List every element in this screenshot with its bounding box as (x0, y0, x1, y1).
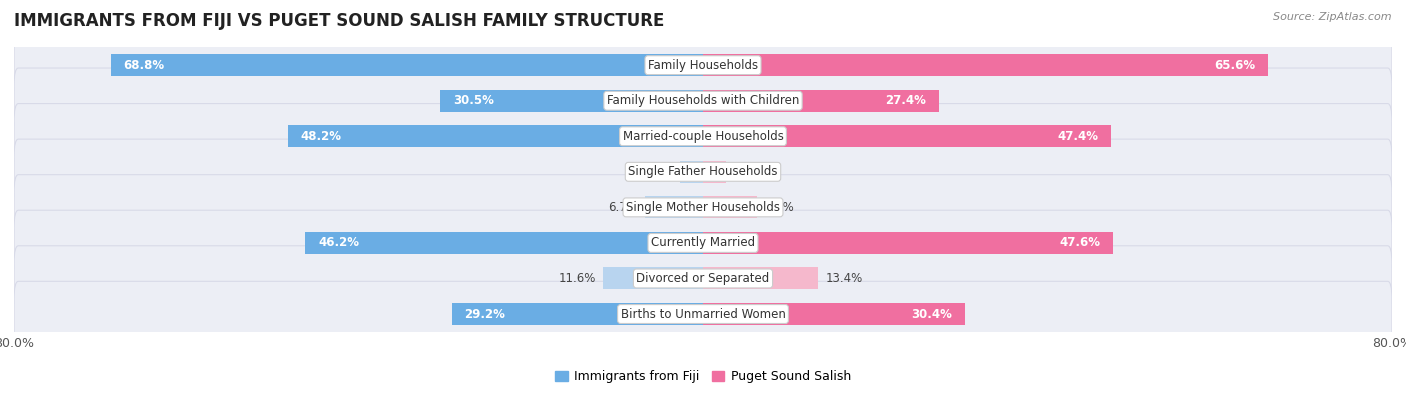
Bar (703, 161, 727, 183)
Text: 27.4%: 27.4% (886, 94, 927, 107)
Text: 47.4%: 47.4% (1057, 130, 1098, 143)
Bar (703, 303, 965, 325)
Bar (603, 267, 703, 290)
Text: Births to Unmarried Women: Births to Unmarried Women (620, 308, 786, 320)
Text: 6.3%: 6.3% (763, 201, 794, 214)
FancyBboxPatch shape (14, 210, 1392, 276)
Text: IMMIGRANTS FROM FIJI VS PUGET SOUND SALISH FAMILY STRUCTURE: IMMIGRANTS FROM FIJI VS PUGET SOUND SALI… (14, 12, 665, 30)
FancyBboxPatch shape (14, 139, 1392, 205)
Bar (679, 161, 703, 183)
Text: 2.7%: 2.7% (733, 166, 763, 178)
Bar (440, 90, 703, 112)
Text: 48.2%: 48.2% (301, 130, 342, 143)
Bar (703, 267, 818, 290)
Text: 2.7%: 2.7% (643, 166, 673, 178)
Bar (703, 196, 758, 218)
Text: Divorced or Separated: Divorced or Separated (637, 272, 769, 285)
Text: 47.6%: 47.6% (1059, 237, 1099, 249)
Text: 30.4%: 30.4% (911, 308, 952, 320)
Text: 65.6%: 65.6% (1213, 59, 1256, 71)
Text: 46.2%: 46.2% (318, 237, 359, 249)
Text: Family Households with Children: Family Households with Children (607, 94, 799, 107)
Text: Currently Married: Currently Married (651, 237, 755, 249)
FancyBboxPatch shape (14, 175, 1392, 240)
Bar (451, 303, 703, 325)
Bar (703, 90, 939, 112)
Bar (305, 232, 703, 254)
Text: Family Households: Family Households (648, 59, 758, 71)
Text: 68.8%: 68.8% (124, 59, 165, 71)
FancyBboxPatch shape (14, 32, 1392, 98)
FancyBboxPatch shape (14, 246, 1392, 311)
Text: Single Father Households: Single Father Households (628, 166, 778, 178)
Text: 13.4%: 13.4% (825, 272, 862, 285)
Bar (703, 54, 1268, 76)
Legend: Immigrants from Fiji, Puget Sound Salish: Immigrants from Fiji, Puget Sound Salish (550, 365, 856, 388)
Text: Single Mother Households: Single Mother Households (626, 201, 780, 214)
Bar (288, 125, 703, 147)
Text: 30.5%: 30.5% (453, 94, 494, 107)
Text: 6.7%: 6.7% (609, 201, 638, 214)
FancyBboxPatch shape (14, 281, 1392, 347)
Bar (703, 232, 1114, 254)
FancyBboxPatch shape (14, 68, 1392, 134)
Text: Married-couple Households: Married-couple Households (623, 130, 783, 143)
Text: 29.2%: 29.2% (464, 308, 505, 320)
Bar (703, 125, 1111, 147)
Text: 11.6%: 11.6% (558, 272, 596, 285)
Text: Source: ZipAtlas.com: Source: ZipAtlas.com (1274, 12, 1392, 22)
Bar (111, 54, 703, 76)
Bar (645, 196, 703, 218)
FancyBboxPatch shape (14, 103, 1392, 169)
